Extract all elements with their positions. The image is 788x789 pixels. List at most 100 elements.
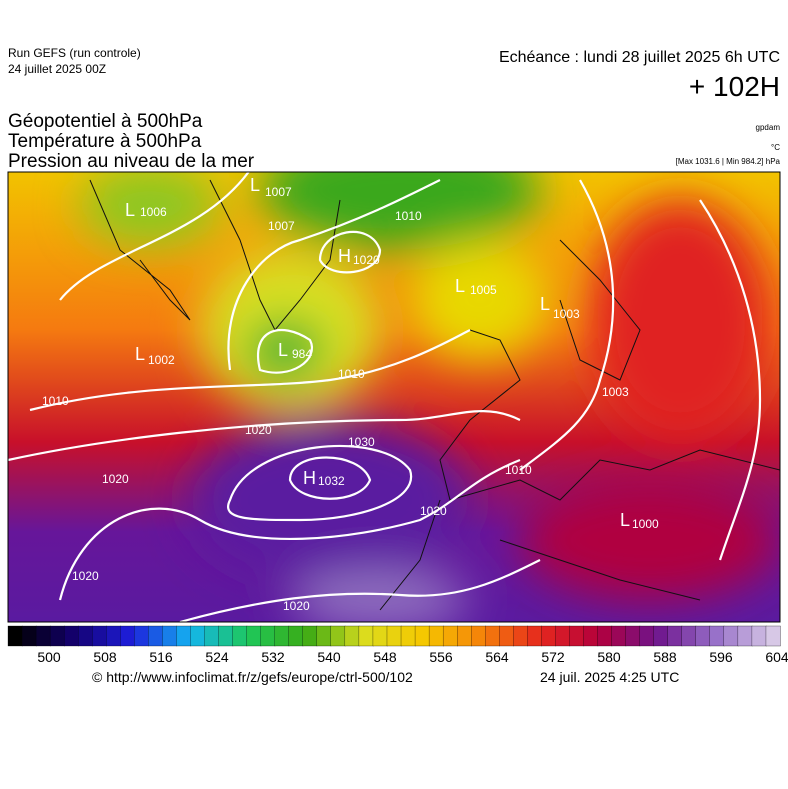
map-frame bbox=[7, 171, 781, 623]
colorbar-cell bbox=[653, 625, 669, 647]
colorbar-tick-label: 604 bbox=[765, 649, 788, 665]
title: Température à 500hPa bbox=[8, 131, 202, 152]
center-value: 984 bbox=[292, 347, 312, 361]
isobar-label: 1020 bbox=[420, 504, 447, 518]
colorbar-cell bbox=[63, 625, 79, 647]
colorbar-cell bbox=[499, 625, 514, 647]
center-value: 1002 bbox=[148, 353, 175, 367]
colorbar-cell bbox=[386, 625, 402, 647]
colorbar-cell bbox=[358, 625, 374, 647]
center-type: L bbox=[278, 340, 288, 360]
colorbar-cell bbox=[597, 625, 613, 647]
colorbar-cell bbox=[274, 625, 290, 647]
colorbar-cell bbox=[218, 625, 234, 647]
colorbar-tick-label: 532 bbox=[261, 649, 285, 665]
colorbar-cell bbox=[232, 625, 248, 647]
center-type: L bbox=[135, 344, 145, 364]
center-type: H bbox=[338, 246, 351, 266]
colorbar-tick-label: 572 bbox=[541, 649, 565, 665]
isobar-label: 1020 bbox=[283, 599, 310, 613]
colorbar-cell bbox=[400, 625, 416, 647]
colorbar-tick-label: 588 bbox=[653, 649, 677, 665]
center-value: 1020 bbox=[353, 253, 380, 267]
colorbar-cell bbox=[569, 625, 585, 647]
colorbar-cell bbox=[485, 625, 500, 647]
colorbar-cell bbox=[765, 625, 781, 647]
colorbar-cell bbox=[667, 625, 683, 647]
colorbar-cell bbox=[120, 625, 135, 647]
colorbar-cell bbox=[583, 625, 599, 647]
colorbar-cell bbox=[723, 625, 739, 647]
colorbar-cell bbox=[21, 625, 37, 647]
colorbar-cell bbox=[372, 625, 388, 647]
map: L 1006 L 1007 H 1020 L 1005 L 984 L 1002… bbox=[8, 172, 780, 622]
colorbar-cell bbox=[246, 625, 262, 647]
colorbar-tick-label: 548 bbox=[373, 649, 397, 665]
colorbar-cell bbox=[471, 625, 486, 647]
colorbar-cell bbox=[344, 625, 360, 647]
isobar-label: 1020 bbox=[72, 569, 99, 583]
colorbar-tick-label: 516 bbox=[149, 649, 173, 665]
echeance: Echéance : lundi 28 juillet 2025 6h UTC bbox=[499, 49, 780, 66]
colorbar-cell bbox=[204, 625, 220, 647]
isobar-label: 1010 bbox=[42, 394, 69, 408]
footer-time: 24 juil. 2025 4:25 UTC bbox=[540, 669, 679, 685]
colorbar-cell bbox=[148, 625, 164, 647]
colorbar-tick-label: 508 bbox=[93, 649, 117, 665]
title: Pression au niveau de la mer bbox=[8, 151, 255, 172]
unit: gpdam bbox=[756, 123, 781, 132]
colorbar-cell bbox=[737, 625, 753, 647]
colorbar-cell bbox=[302, 625, 318, 647]
colorbar-cell bbox=[527, 625, 543, 647]
colorbar-tick-label: 524 bbox=[205, 649, 229, 665]
colorbar-tick-label: 500 bbox=[37, 649, 61, 665]
center-type: L bbox=[540, 294, 550, 314]
colorbar-cell bbox=[709, 625, 725, 647]
run: Run GEFS (run controle) bbox=[8, 46, 141, 60]
center-value: 1003 bbox=[553, 307, 580, 321]
colorbar-cell bbox=[611, 625, 627, 647]
lead-time: + 102H bbox=[689, 71, 780, 102]
colorbar-cell bbox=[260, 625, 276, 647]
colorbar: 500 508 516 524 532 540 548 556 564 572 580 588 596 6… bbox=[7, 625, 788, 665]
colorbar-cell bbox=[414, 625, 430, 647]
center-type: L bbox=[455, 276, 465, 296]
colorbar-tick-label: 580 bbox=[597, 649, 621, 665]
isobar-label: 1010 bbox=[505, 463, 532, 477]
center-type: L bbox=[250, 175, 260, 195]
colorbar-cell bbox=[442, 625, 458, 647]
footer-url: © http://www.infoclimat.fr/z/gefs/europe… bbox=[92, 669, 413, 685]
center-value: 1000 bbox=[632, 517, 659, 531]
title: Géopotentiel à 500hPa bbox=[8, 111, 203, 132]
center-value: 1007 bbox=[265, 185, 292, 199]
colorbar-cell bbox=[78, 625, 93, 647]
colorbar-cell bbox=[92, 625, 107, 647]
colorbar-cell bbox=[35, 625, 51, 647]
colorbar-cell bbox=[316, 625, 332, 647]
colorbar-cell bbox=[176, 625, 192, 647]
isobar-label: 1010 bbox=[395, 209, 422, 223]
colorbar-cell bbox=[106, 625, 121, 647]
unit: [Max 1031.6 | Min 984.2] hPa bbox=[676, 157, 781, 166]
center-type: L bbox=[620, 510, 630, 530]
colorbar-cell bbox=[288, 625, 304, 647]
colorbar-cell bbox=[162, 625, 178, 647]
center-value: 1005 bbox=[470, 283, 497, 297]
colorbar-cell bbox=[190, 625, 206, 647]
isobar-label: 1010 bbox=[338, 367, 365, 381]
colorbar-cell bbox=[751, 625, 767, 647]
colorbar-cell bbox=[49, 625, 65, 647]
colorbar-cell bbox=[639, 625, 655, 647]
colorbar-cell bbox=[555, 625, 571, 647]
center-value: 1006 bbox=[140, 205, 167, 219]
colorbar-tick-label: 596 bbox=[709, 649, 733, 665]
colorbar-cell bbox=[7, 625, 23, 647]
run-date: 24 juillet 2025 00Z bbox=[8, 62, 106, 76]
isobar-label: 1003 bbox=[602, 385, 629, 399]
colorbar-tick-label: 564 bbox=[485, 649, 509, 665]
colorbar-cell bbox=[541, 625, 557, 647]
colorbar-cell bbox=[625, 625, 641, 647]
colorbar-cell bbox=[330, 625, 346, 647]
isobar-label: 1007 bbox=[268, 219, 295, 233]
